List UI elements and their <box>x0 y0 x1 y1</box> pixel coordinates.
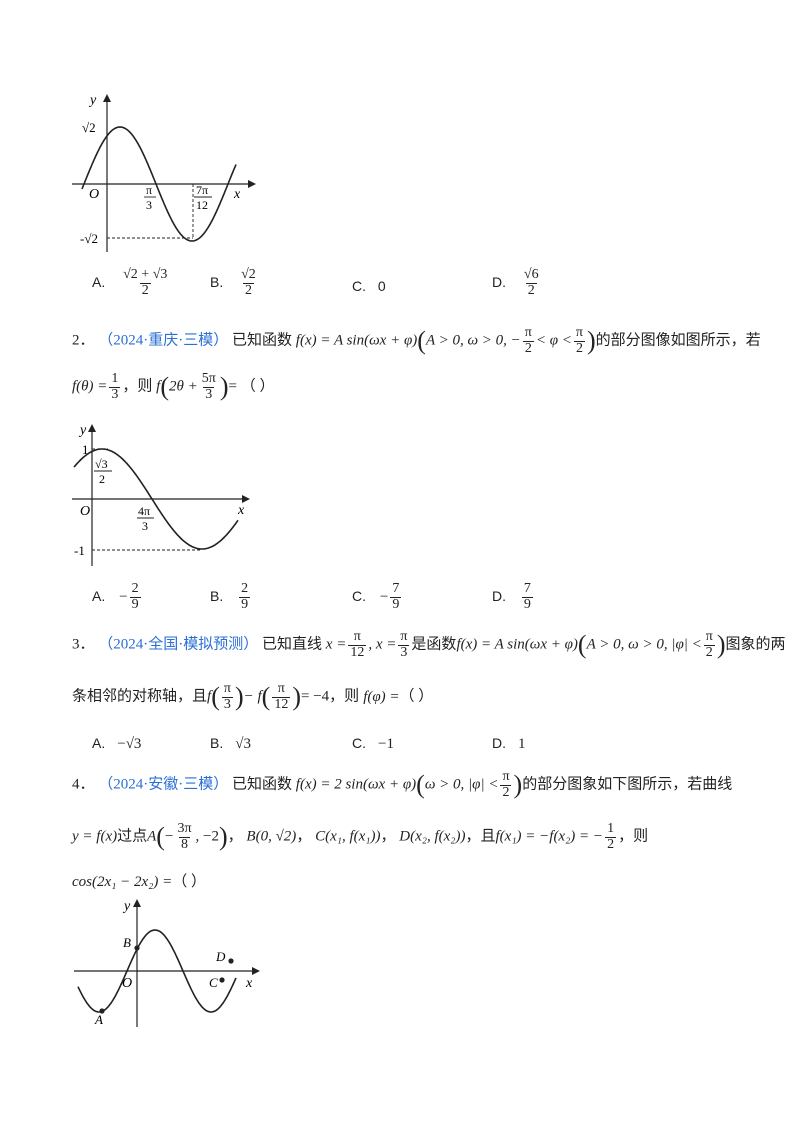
q2-tick-num: 4π <box>138 504 150 518</box>
q2-number: 2． <box>72 332 95 349</box>
q4-point-c <box>219 977 225 983</box>
q1-x-label: x <box>233 187 241 202</box>
q2-origin: O <box>80 504 90 519</box>
q1-tick2-num: 7π <box>196 183 208 197</box>
q4-label-a: A <box>94 1012 103 1027</box>
q3-formula: f(x) = A sin(ωx + φ) <box>456 636 578 653</box>
q1-origin: O <box>89 187 99 202</box>
q2-formula: f(x) = A sin(ωx + φ) <box>295 332 418 349</box>
q2-option-a[interactable]: A. −2 9 <box>92 581 141 612</box>
q4-point-b <box>134 945 140 951</box>
q2-option-c[interactable]: C. −7 9 <box>352 581 402 612</box>
q3-option-a[interactable]: A. −√3 <box>92 735 142 752</box>
q1-y-label: y <box>88 93 97 108</box>
q4-stem-line1: 4． （2024·安徽·三模） 已知函数 f(x) = 2 sin(ωx + φ… <box>72 769 733 800</box>
q1-a-den: 2 <box>139 282 151 298</box>
q1-graph: y x O √2 -√2 π 3 7π 12 <box>72 93 256 252</box>
q2-y-bottom: -1 <box>74 543 85 558</box>
q1-option-a[interactable]: A. √2 + √3 2 <box>92 267 168 298</box>
q2-answer-blank: = （ ） <box>228 378 275 395</box>
q2-x-label: x <box>237 503 245 518</box>
q4-source: （2024·安徽·三模） <box>98 776 229 793</box>
q3-stem-line1: 3． （2024·全国·模拟预测） 已知直线 x = π 12, x = π 3 是函数f… <box>72 629 786 660</box>
q4-answer-blank: （ ） <box>172 874 206 890</box>
q4-graph: y x O A B C D <box>74 899 260 1027</box>
q2-stem-line1: 2． （2024·重庆·三模） 已知函数 f(x) = A sin(ωx + φ… <box>72 325 761 356</box>
q2-tick-den: 3 <box>142 519 148 533</box>
q1-option-d[interactable]: D. √6 2 <box>492 267 539 298</box>
q2-y-label: y <box>78 423 87 438</box>
q3-source: （2024·全国·模拟预测） <box>98 636 259 653</box>
q3-option-c[interactable]: C. −1 <box>352 735 394 752</box>
q4-label-b: B <box>123 935 131 950</box>
q2-graph: y x O 1 -1 √3 2 4π 3 <box>72 423 250 566</box>
q2-stem-line2: f(θ) = 1 3 ，则 f(2θ +5π 3)= （ ） <box>72 371 275 402</box>
q4-point-a <box>99 1008 105 1014</box>
q2-y-top: 1 <box>82 442 89 457</box>
q1-y-bottom: -√2 <box>80 231 98 246</box>
q1-y-top: √2 <box>82 120 96 135</box>
q2-y-mid-den: 2 <box>99 472 105 486</box>
q4-label-c: C <box>209 975 218 990</box>
q3-stem-line2: 条相邻的对称轴，且f(π 3)− f(π 12)= −4，则 f(φ) =（ ） <box>72 681 434 712</box>
q2-source: （2024·重庆·三模） <box>98 332 229 349</box>
q1-tick1-num: π <box>146 183 152 197</box>
q1-a-num: √2 + √3 <box>123 267 168 282</box>
q2-y-mid-num: √3 <box>95 457 108 471</box>
q1-option-c[interactable]: C. 0 <box>352 278 386 294</box>
q3-number: 3． <box>72 636 95 653</box>
q4-stem-line2: y = f(x)过点A(− 3π 8, −2)， B(0, √2)， C(x₁, f… <box>72 821 649 852</box>
q1-tick1-den: 3 <box>146 198 152 212</box>
q4-y-label: y <box>122 899 131 914</box>
q4-origin: O <box>122 976 132 991</box>
q4-number: 4． <box>72 776 95 793</box>
q1-sine-curve <box>81 126 237 242</box>
q3-option-b[interactable]: B. √3 <box>210 735 251 752</box>
q4-point-d <box>228 958 234 964</box>
q4-formula: f(x) = 2 sin(ωx + φ) <box>295 776 417 793</box>
q1-option-b[interactable]: B. √2 2 <box>210 267 256 298</box>
q4-label-d: D <box>215 949 226 964</box>
q4-stem-line3: cos(2x₁ − 2x₂) =（ ） <box>72 874 206 890</box>
q1-tick2-den: 12 <box>196 198 208 212</box>
q3-answer-blank: （ ） <box>399 688 434 705</box>
q4-x-label: x <box>245 976 253 991</box>
q3-option-d[interactable]: D. 1 <box>492 735 526 752</box>
q2-sine-curve <box>73 448 239 550</box>
